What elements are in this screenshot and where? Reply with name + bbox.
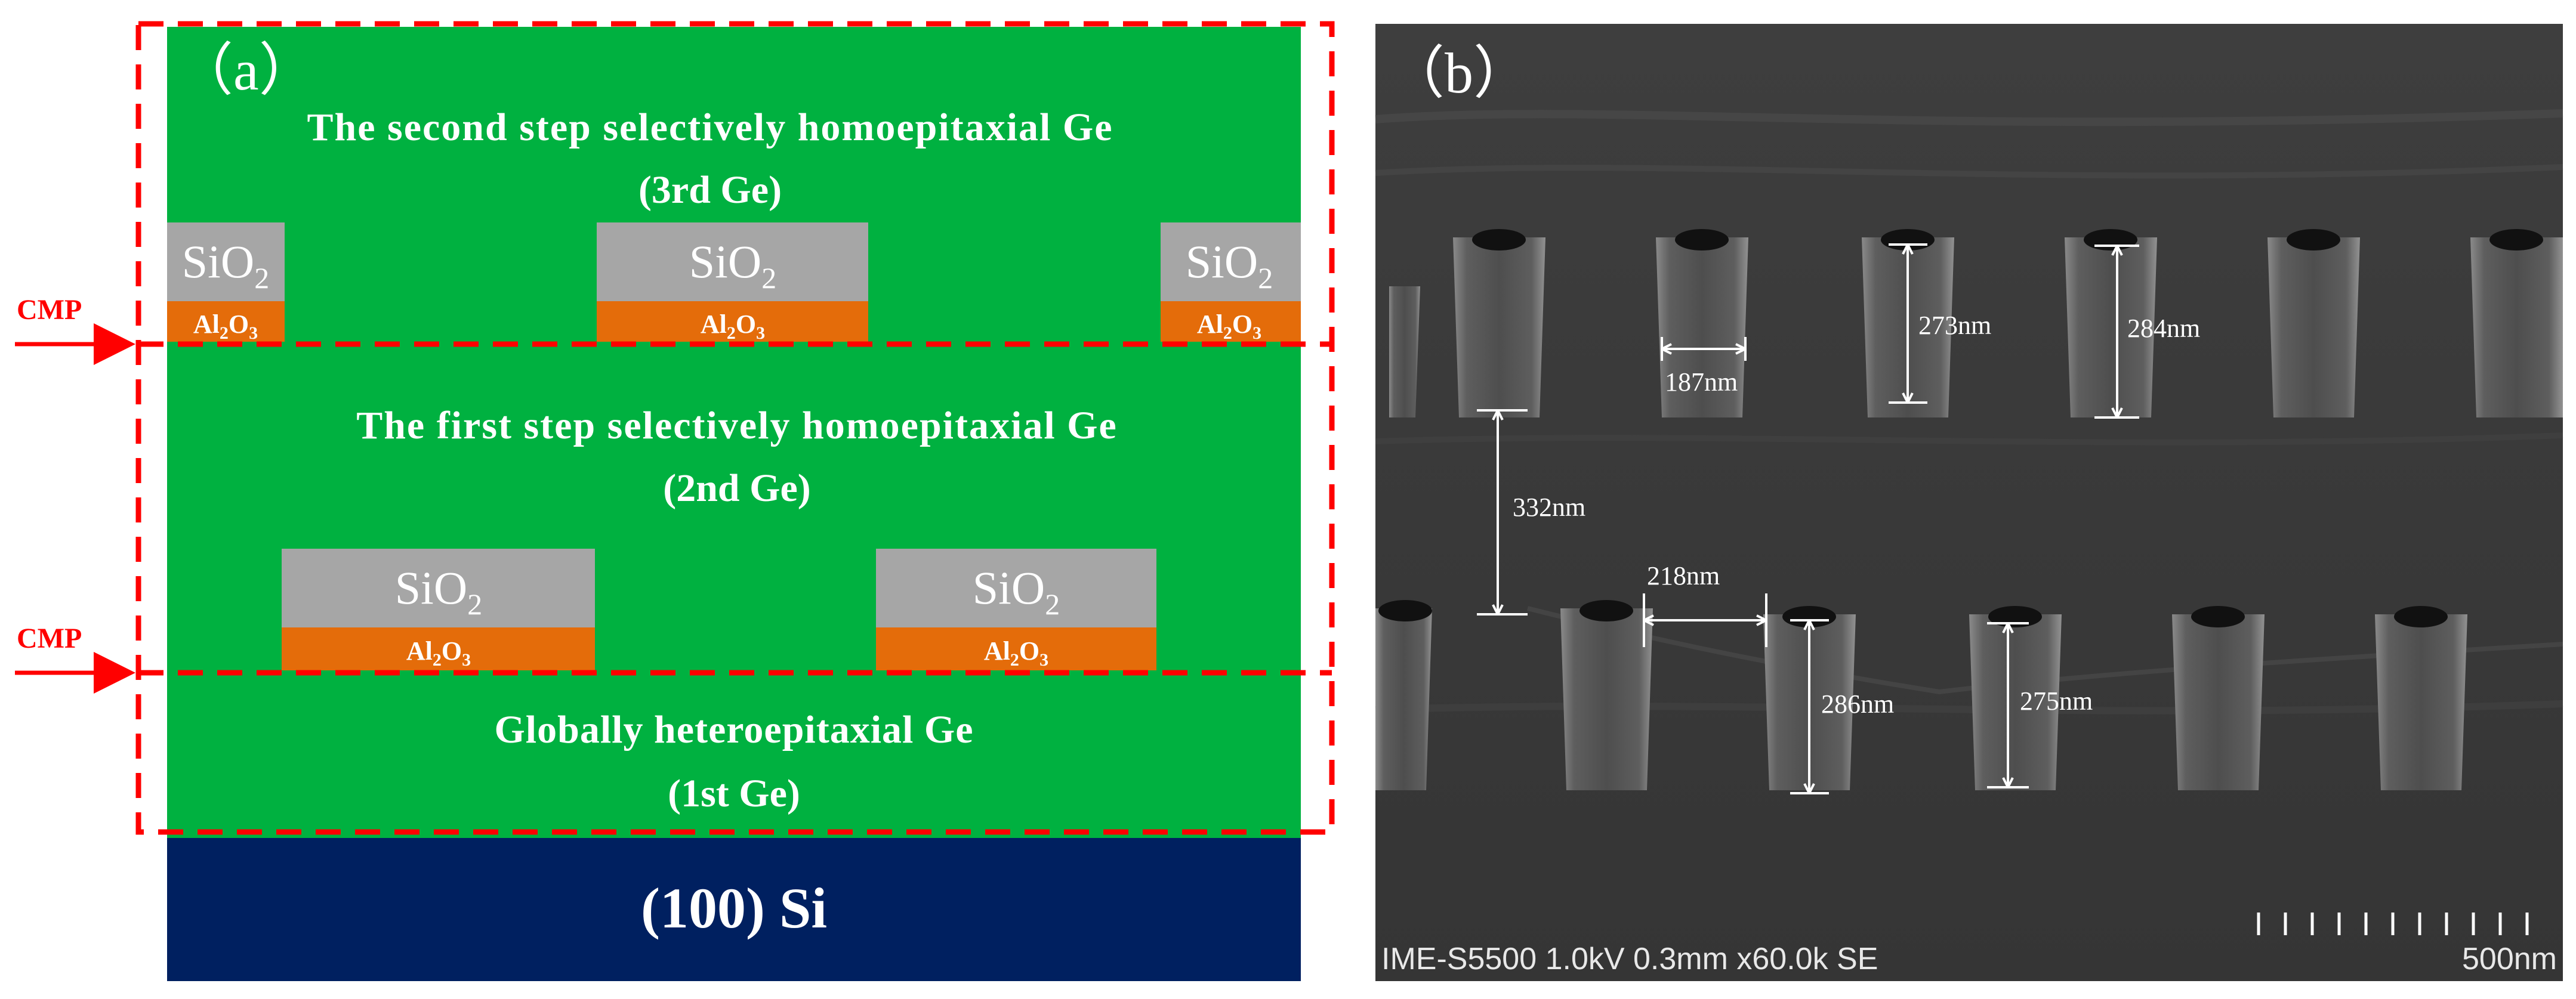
scale-bar-label: 500nm xyxy=(2462,942,2557,976)
panel-a-label: （a） xyxy=(176,38,316,102)
measure-height-bottom-1: 286nm xyxy=(1821,689,1894,719)
second-ge-label-line2: (2nd Ge) xyxy=(663,466,811,510)
sio2-label: SiO2 xyxy=(973,562,1060,621)
al2o3-label: Al2O3 xyxy=(1197,310,1261,343)
panel-b-label: （b） xyxy=(1387,41,1531,105)
sio2-label: SiO2 xyxy=(182,236,269,295)
ge-stack xyxy=(167,27,1301,838)
first-ge-label-line2: (1st Ge) xyxy=(668,772,800,815)
panel-a: (100) Si （a） The second step selectively… xyxy=(15,21,1335,981)
dashed-outline xyxy=(135,21,1335,835)
sio2-label: SiO2 xyxy=(689,236,776,295)
third-ge-label-line2: (3rd Ge) xyxy=(638,168,782,212)
cmp-label-top: CMP xyxy=(17,294,82,326)
oxide-block-top-left: SiO2 Al2O3 xyxy=(167,222,285,343)
first-ge-label-line1: Globally heteroepitaxial Ge xyxy=(494,708,973,751)
sio2-label: SiO2 xyxy=(1186,236,1273,295)
pillar-row-bottom xyxy=(1375,600,2467,790)
oxide-block-top-right: SiO2 Al2O3 xyxy=(1161,222,1301,343)
scale-bar xyxy=(2257,913,2529,935)
oxide-block-top-center: SiO2 Al2O3 xyxy=(597,222,868,343)
al2o3-label: Al2O3 xyxy=(984,636,1048,670)
pillar-row-top xyxy=(1389,229,2563,417)
second-ge-label-line1: The first step selectively homoepitaxial… xyxy=(356,404,1118,447)
measure-height-bottom-2: 275nm xyxy=(2020,686,2093,716)
al2o3-label: Al2O3 xyxy=(701,310,765,343)
oxide-block-mid-right: SiO2 Al2O3 xyxy=(876,549,1156,670)
third-ge-label-line1: The second step selectively homoepitaxia… xyxy=(307,106,1113,149)
measure-width-top: 187nm xyxy=(1665,367,1738,397)
measurement-lines xyxy=(1477,243,2139,794)
oxide-block-mid-left: SiO2 Al2O3 xyxy=(282,549,595,670)
cmp-label-bottom: CMP xyxy=(17,623,82,654)
substrate-label: (100) Si xyxy=(641,876,827,940)
sem-image xyxy=(1375,24,2563,981)
measure-gap-horizontal: 218nm xyxy=(1647,561,1720,590)
measure-height-top-2: 284nm xyxy=(2127,314,2200,343)
al2o3-label: Al2O3 xyxy=(193,310,258,343)
sem-texture xyxy=(1375,109,2563,715)
panel-b: 187nm 273nm 284nm 332nm 218nm 286nm 275n… xyxy=(1375,24,2563,981)
measure-height-top-1: 273nm xyxy=(1918,311,1991,340)
si-substrate xyxy=(167,838,1301,981)
measure-gap-vertical: 332nm xyxy=(1513,493,1585,522)
sio2-label: SiO2 xyxy=(395,562,482,621)
sem-info-bar: IME-S5500 1.0kV 0.3mm x60.0k SE xyxy=(1381,942,1878,976)
al2o3-label: Al2O3 xyxy=(406,636,471,670)
